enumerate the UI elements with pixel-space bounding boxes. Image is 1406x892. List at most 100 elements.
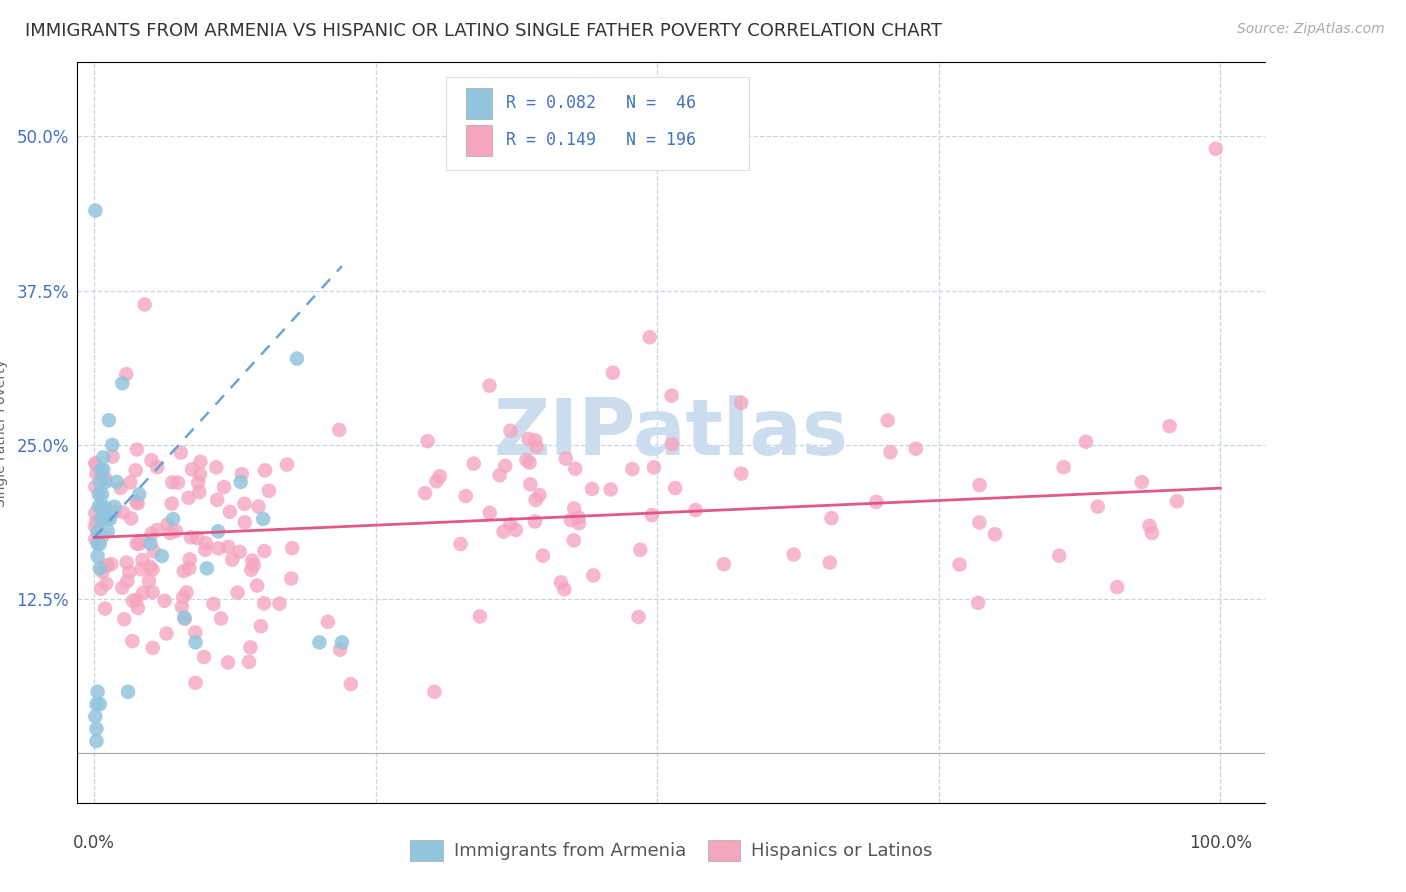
- Point: [131, 562, 153, 576]
- Point: [125, 536, 148, 550]
- Point: [519, 477, 541, 491]
- Point: [205, 492, 228, 507]
- Point: [128, 537, 150, 551]
- Point: [1107, 580, 1129, 594]
- Point: [254, 463, 277, 477]
- Point: [91, 487, 114, 501]
- Point: [86, 467, 108, 481]
- Point: [86, 697, 108, 711]
- Point: [155, 626, 177, 640]
- Text: 100.0%: 100.0%: [1189, 834, 1251, 852]
- Point: [110, 481, 132, 495]
- Point: [89, 536, 111, 550]
- Point: [188, 485, 211, 500]
- Point: [190, 455, 212, 469]
- Point: [90, 582, 112, 596]
- Point: [627, 610, 650, 624]
- Point: [499, 424, 522, 438]
- Point: [181, 462, 204, 476]
- Point: [86, 685, 108, 699]
- Point: [1205, 142, 1227, 156]
- Point: [194, 536, 217, 550]
- Point: [90, 462, 112, 476]
- FancyBboxPatch shape: [446, 78, 748, 169]
- Point: [582, 568, 605, 582]
- Point: [526, 440, 548, 454]
- Point: [142, 544, 165, 558]
- Point: [122, 594, 145, 608]
- Point: [86, 549, 108, 563]
- Point: [112, 612, 135, 626]
- Point: [105, 475, 128, 489]
- Point: [984, 527, 1007, 541]
- Point: [134, 297, 156, 311]
- Point: [554, 451, 576, 466]
- Point: [638, 330, 661, 344]
- Point: [93, 500, 115, 514]
- Point: [138, 574, 160, 588]
- Point: [184, 676, 207, 690]
- Point: [308, 635, 330, 649]
- Point: [529, 488, 551, 502]
- Point: [84, 203, 107, 218]
- Point: [180, 530, 202, 544]
- Point: [94, 471, 117, 485]
- Point: [1130, 475, 1153, 489]
- Point: [329, 642, 352, 657]
- Point: [478, 378, 501, 392]
- Point: [111, 376, 134, 391]
- Point: [141, 526, 163, 541]
- Point: [103, 500, 125, 514]
- Point: [96, 576, 118, 591]
- Point: [413, 486, 436, 500]
- Point: [253, 596, 276, 610]
- Point: [276, 458, 298, 472]
- Point: [90, 467, 112, 482]
- Point: [967, 596, 990, 610]
- Point: [117, 574, 139, 588]
- Point: [1087, 500, 1109, 514]
- FancyBboxPatch shape: [465, 125, 492, 156]
- Point: [531, 549, 554, 563]
- Point: [100, 557, 122, 571]
- Point: [117, 685, 139, 699]
- Point: [139, 559, 162, 574]
- Point: [84, 520, 107, 534]
- Point: [515, 453, 537, 467]
- Point: [153, 594, 176, 608]
- Point: [125, 442, 148, 457]
- Point: [252, 512, 274, 526]
- Point: [233, 516, 256, 530]
- Point: [177, 491, 200, 505]
- Point: [186, 531, 208, 545]
- Point: [91, 500, 114, 514]
- Point: [170, 599, 193, 614]
- Point: [240, 553, 263, 567]
- Point: [1047, 549, 1070, 563]
- Point: [125, 494, 148, 508]
- Point: [1052, 460, 1074, 475]
- Point: [454, 489, 477, 503]
- Point: [523, 515, 546, 529]
- Point: [146, 460, 169, 475]
- Point: [115, 556, 138, 570]
- Point: [89, 475, 111, 489]
- Point: [425, 474, 447, 488]
- Point: [257, 483, 280, 498]
- Point: [91, 565, 114, 579]
- Point: [205, 460, 228, 475]
- Point: [876, 413, 898, 427]
- Point: [661, 437, 683, 451]
- FancyBboxPatch shape: [465, 87, 492, 119]
- Point: [120, 511, 142, 525]
- Point: [120, 475, 142, 490]
- Point: [187, 475, 209, 490]
- Point: [1166, 494, 1188, 508]
- Point: [172, 590, 194, 604]
- Point: [91, 530, 114, 544]
- Point: [124, 463, 146, 477]
- Point: [685, 503, 707, 517]
- Point: [160, 497, 183, 511]
- Point: [818, 556, 841, 570]
- Point: [524, 493, 547, 508]
